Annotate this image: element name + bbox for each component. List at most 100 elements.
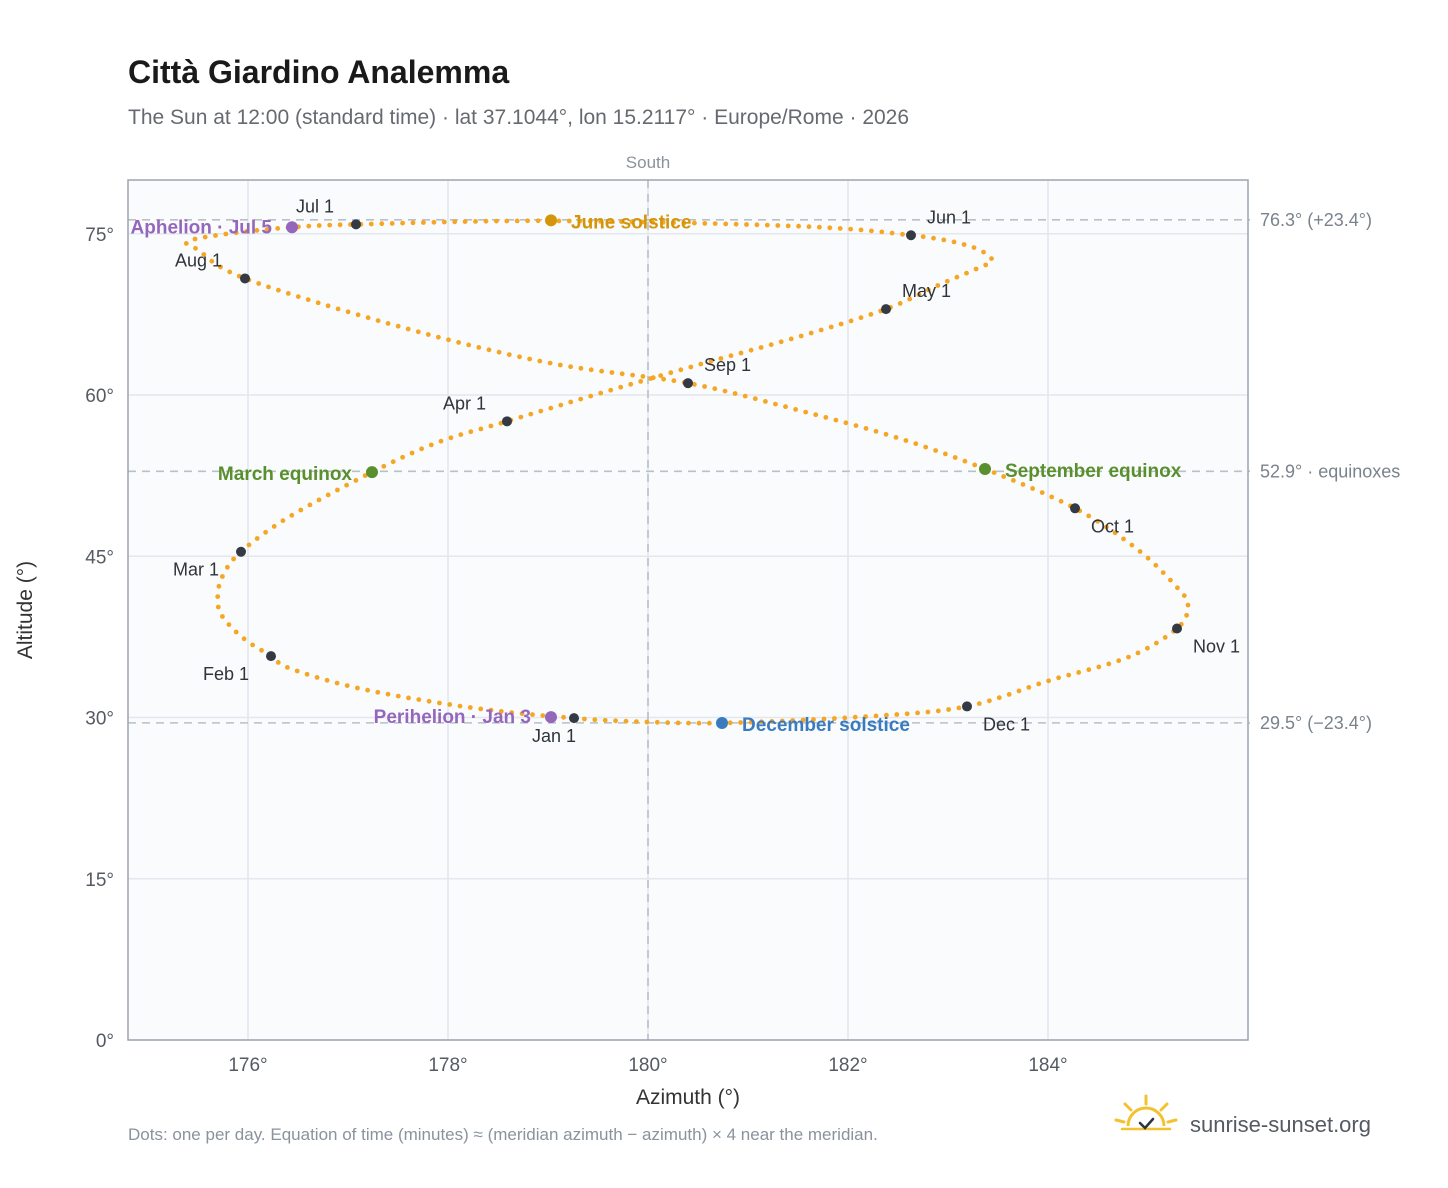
- daily-dot: [304, 671, 310, 677]
- month-marker-label: Aug 1: [175, 250, 222, 270]
- month-marker-label: Feb 1: [203, 664, 249, 684]
- daily-dot: [1160, 570, 1166, 575]
- daily-dot: [654, 719, 660, 725]
- month-marker: [240, 273, 250, 284]
- event-label: Aphelion · Jul 5: [131, 217, 273, 238]
- daily-dot: [535, 218, 541, 224]
- daily-dot: [1016, 688, 1022, 694]
- daily-dot: [758, 345, 764, 350]
- daily-dot: [658, 373, 664, 378]
- event-label: Perihelion · Jan 3: [374, 707, 531, 728]
- daily-dot: [773, 401, 778, 407]
- x-axis-label: Azimuth (°): [636, 1086, 740, 1109]
- daily-dot: [671, 220, 676, 226]
- daily-dot: [962, 458, 968, 464]
- daily-dot: [827, 225, 833, 231]
- daily-dot: [558, 402, 564, 408]
- daily-dot: [421, 220, 426, 225]
- y-tick-label: 45°: [85, 547, 114, 568]
- month-marker-label: Mar 1: [173, 560, 219, 580]
- daily-dot: [728, 353, 734, 359]
- daily-dot: [1076, 670, 1082, 675]
- daily-dot: [1185, 602, 1191, 608]
- daily-dot: [389, 221, 395, 226]
- x-tick-label: 178°: [428, 1055, 467, 1076]
- daily-dot: [671, 378, 677, 384]
- daily-dot: [971, 245, 977, 251]
- reference-line-label: 29.5° (−23.4°): [1260, 713, 1372, 733]
- analemma-curve: [183, 218, 1191, 726]
- daily-dot: [400, 220, 405, 226]
- daily-dot: [494, 218, 499, 224]
- daily-dot: [193, 245, 198, 251]
- month-marker: [236, 546, 246, 557]
- daily-dot: [727, 720, 733, 726]
- y-axis-ticks: 0° 15° 30° 45° 60° 75°: [85, 225, 114, 1052]
- daily-dot: [848, 226, 853, 232]
- daily-dot: [991, 470, 997, 475]
- daily-dot: [345, 309, 351, 315]
- daily-dot: [863, 426, 869, 431]
- month-marker-label: May 1: [902, 281, 951, 301]
- daily-dot: [259, 647, 264, 653]
- daily-dot: [588, 393, 594, 399]
- daily-dot: [1006, 692, 1012, 697]
- daily-dot: [457, 703, 463, 709]
- daily-dot: [294, 668, 300, 674]
- daily-dot: [665, 720, 671, 726]
- daily-dot: [314, 675, 320, 680]
- daily-dot: [828, 324, 834, 330]
- daily-dot: [723, 221, 729, 227]
- daily-dot: [1046, 678, 1051, 684]
- daily-dot: [385, 321, 391, 326]
- daily-dot: [608, 387, 614, 393]
- daily-dot: [225, 564, 230, 570]
- daily-dot: [1106, 661, 1112, 667]
- daily-dot: [785, 223, 791, 229]
- daily-dot: [935, 283, 941, 288]
- daily-dot: [285, 291, 291, 296]
- month-marker-label: Oct 1: [1091, 516, 1134, 536]
- daily-dot: [775, 223, 781, 228]
- daily-dot: [375, 689, 381, 695]
- daily-dot: [365, 687, 370, 693]
- daily-dot: [897, 301, 903, 306]
- daily-dot: [1129, 542, 1135, 548]
- daily-dot: [458, 432, 464, 437]
- daily-dot: [923, 444, 929, 450]
- daily-dot: [213, 233, 218, 238]
- daily-dot: [335, 306, 341, 312]
- daily-dot: [613, 718, 618, 724]
- daily-dot: [884, 712, 889, 718]
- daily-dot: [803, 409, 809, 415]
- daily-dot: [568, 399, 574, 405]
- daily-dot: [599, 368, 604, 374]
- daily-dot: [941, 237, 947, 243]
- daily-dot: [738, 350, 744, 356]
- chart-title: Città Giardino Analemma: [128, 54, 509, 90]
- daily-dot: [732, 391, 738, 396]
- month-marker: [1070, 503, 1080, 514]
- daily-dot: [215, 594, 221, 599]
- daily-dot: [528, 411, 534, 417]
- daily-dot: [1137, 549, 1143, 554]
- month-marker: [266, 651, 276, 662]
- daily-dot: [327, 222, 333, 228]
- daily-dot: [608, 219, 614, 224]
- daily-dot: [538, 408, 544, 414]
- daily-dot: [1145, 555, 1151, 561]
- daily-dot: [952, 455, 958, 460]
- daily-dot: [241, 636, 247, 642]
- daily-dot: [858, 315, 864, 321]
- daily-dot: [863, 714, 868, 719]
- daily-dot: [276, 287, 281, 293]
- daily-dot: [1086, 667, 1092, 673]
- daily-dot: [548, 405, 554, 411]
- daily-dot: [1135, 650, 1141, 656]
- daily-dot: [1039, 490, 1045, 495]
- daily-dot: [355, 685, 360, 691]
- daily-dot: [456, 340, 461, 345]
- daily-dot: [215, 604, 221, 610]
- daily-dot: [619, 219, 624, 225]
- daily-dot: [275, 226, 281, 231]
